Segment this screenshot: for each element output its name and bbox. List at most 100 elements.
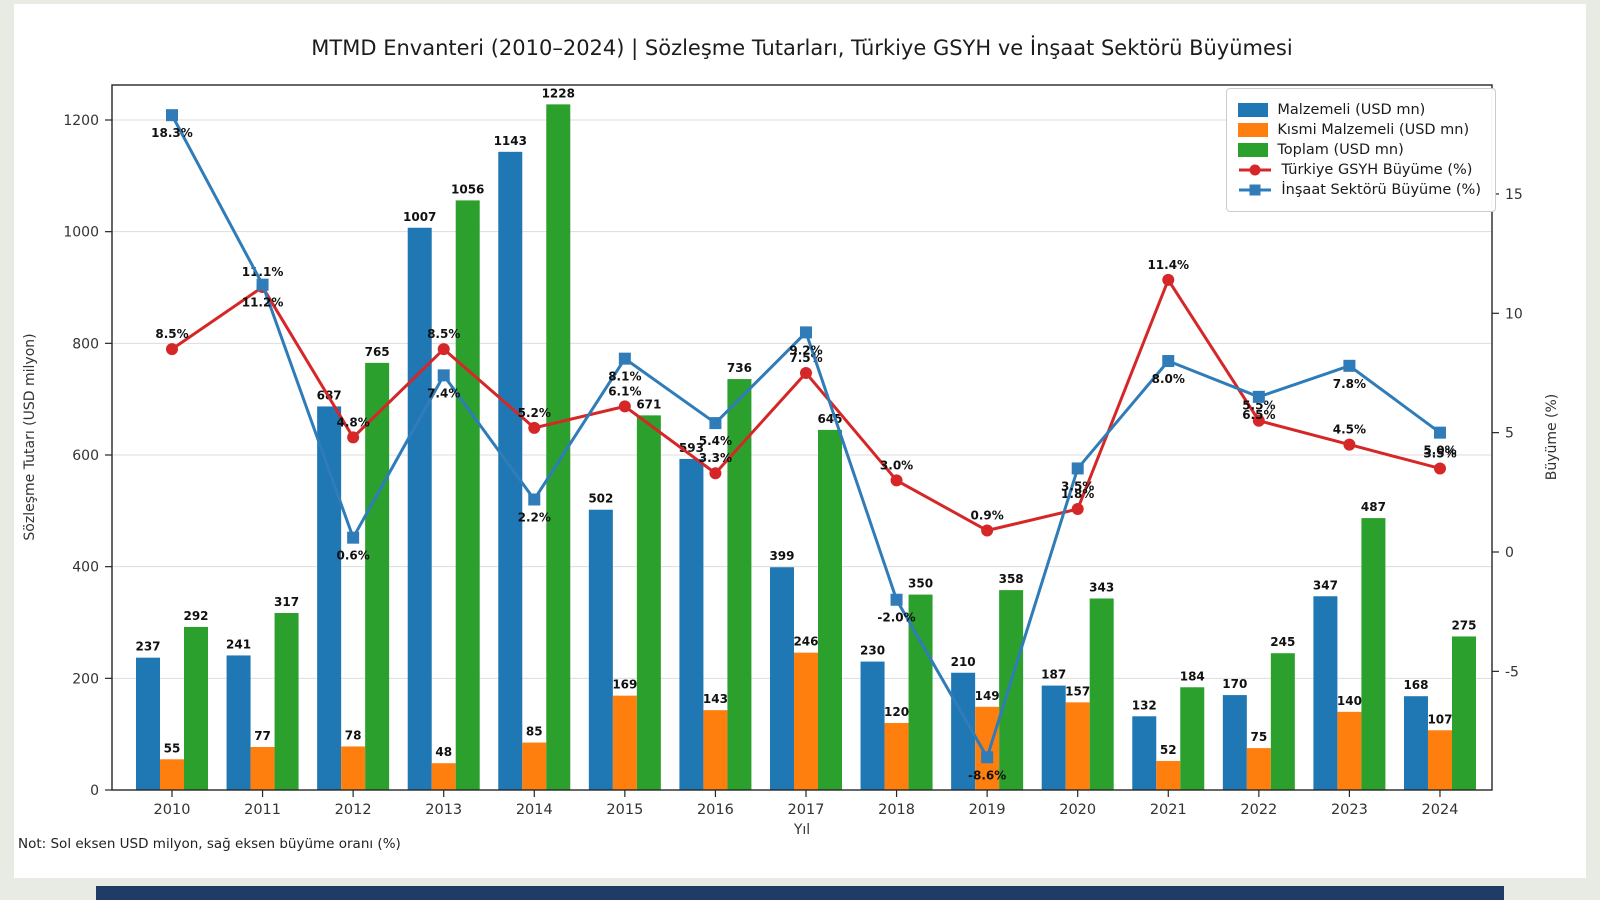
bar-2018	[884, 723, 909, 790]
circle-marker	[1433, 462, 1446, 475]
bar-value-label: 1056	[451, 182, 484, 196]
line-value-label: -2.0%	[877, 611, 915, 625]
legend-item: Türkiye GSYH Büyüme (%)	[1238, 162, 1481, 178]
circle-marker	[166, 343, 178, 356]
square-marker	[347, 531, 360, 544]
square-marker	[709, 417, 722, 430]
circle-marker	[528, 421, 541, 434]
line-value-label: -8.6%	[968, 768, 1006, 782]
circle-marker	[1162, 273, 1175, 286]
line-value-label: 7.4%	[427, 386, 460, 400]
bar-value-label: 48	[435, 745, 452, 759]
line-value-label: 3.3%	[699, 451, 732, 465]
bar-value-label: 210	[951, 655, 976, 669]
square-marker	[166, 109, 178, 122]
bar-2019	[999, 590, 1024, 790]
bar-value-label: 399	[769, 549, 794, 563]
x-axis-label: Yıl	[793, 822, 811, 838]
line-value-label: 5.4%	[699, 434, 732, 448]
legend-swatch	[1238, 143, 1269, 157]
bar-value-label: 241	[226, 637, 251, 651]
bar-value-label: 75	[1250, 730, 1267, 744]
bar-2020	[1041, 685, 1066, 790]
bar-2024	[1451, 636, 1476, 790]
y-tick-right: 0	[1505, 545, 1514, 561]
y-tick-left: 1200	[63, 113, 99, 129]
line-value-label: 5.2%	[518, 406, 551, 420]
bar-2013	[455, 200, 480, 790]
bar-value-label: 169	[612, 678, 637, 692]
bar-2023	[1361, 518, 1386, 790]
circle-marker	[799, 366, 812, 379]
bar-2020	[1065, 702, 1090, 790]
x-tick: 2014	[516, 802, 553, 818]
bar-value-label: 187	[1041, 668, 1066, 682]
bar-2022	[1222, 695, 1247, 790]
bar-2013	[431, 763, 456, 790]
legend-line-swatch	[1239, 164, 1272, 176]
line-value-label: 18.3%	[151, 126, 193, 140]
square-marker	[618, 352, 631, 365]
x-tick: 2024	[1422, 802, 1459, 818]
y-tick-left: 800	[72, 336, 99, 352]
circle-marker	[1249, 164, 1261, 176]
circle-marker	[890, 474, 903, 487]
x-tick: 2013	[425, 802, 462, 818]
line-value-label: 3.0%	[880, 458, 913, 472]
x-tick: 2012	[335, 802, 372, 818]
square-marker	[1249, 184, 1261, 196]
line-value-label: 11.2%	[242, 296, 284, 310]
bar-value-label: 78	[345, 728, 362, 742]
y-tick-right: 15	[1505, 187, 1523, 203]
legend-item: Toplam (USD mn)	[1238, 142, 1481, 158]
bar-2016	[679, 458, 704, 790]
x-tick: 2022	[1240, 802, 1277, 818]
bar-2021	[1156, 760, 1181, 790]
square-marker	[1252, 390, 1265, 403]
bar-value-label: 347	[1313, 578, 1338, 592]
circle-marker	[1343, 438, 1356, 451]
x-tick: 2020	[1059, 802, 1096, 818]
bar-2022	[1246, 748, 1271, 790]
line-value-label: 4.5%	[1333, 423, 1366, 437]
square-marker	[890, 593, 903, 606]
line-value-label: 4.8%	[336, 415, 369, 429]
y-tick-left: 400	[72, 560, 99, 576]
x-tick: 2023	[1331, 802, 1368, 818]
line-value-label: 8.5%	[427, 327, 460, 341]
bar-value-label: 1143	[494, 134, 527, 148]
bar-2015	[612, 695, 637, 790]
bar-2013	[407, 227, 432, 791]
bar-value-label: 230	[860, 644, 885, 658]
line-value-label: 3.5%	[1423, 446, 1456, 460]
bar-value-label: 184	[1180, 669, 1205, 683]
legend-label: Kısmi Malzemeli (USD mn)	[1277, 122, 1470, 138]
bar-2012	[317, 406, 342, 790]
line-value-label: 0.6%	[336, 549, 369, 563]
circle-marker	[437, 343, 450, 356]
bar-value-label: 120	[884, 705, 909, 719]
bar-value-label: 149	[975, 689, 1000, 703]
y-axis-label-right: Büyüme (%)	[1544, 393, 1560, 481]
y-tick-left: 1000	[63, 225, 99, 241]
bar-2018	[860, 661, 885, 790]
legend-item: Malzemeli (USD mn)	[1238, 102, 1481, 118]
square-marker	[1071, 462, 1084, 475]
bar-value-label: 275	[1451, 618, 1476, 632]
legend-label: Türkiye GSYH Büyüme (%)	[1281, 162, 1473, 178]
line-value-label: 2.2%	[518, 510, 551, 524]
footnote: Not: Sol eksen USD milyon, sağ eksen büy…	[18, 836, 401, 852]
legend-line-swatch	[1239, 184, 1272, 196]
y-tick-right: 5	[1505, 426, 1514, 442]
x-tick: 2015	[606, 802, 643, 818]
bar-value-label: 168	[1403, 678, 1428, 692]
bar-value-label: 1228	[542, 86, 575, 100]
x-tick: 2016	[697, 802, 734, 818]
x-tick: 2021	[1150, 802, 1187, 818]
x-tick: 2017	[788, 802, 825, 818]
bar-2022	[1270, 653, 1295, 790]
plot-frame	[111, 84, 1493, 791]
square-marker	[981, 751, 994, 764]
bar-2020	[1089, 598, 1114, 790]
